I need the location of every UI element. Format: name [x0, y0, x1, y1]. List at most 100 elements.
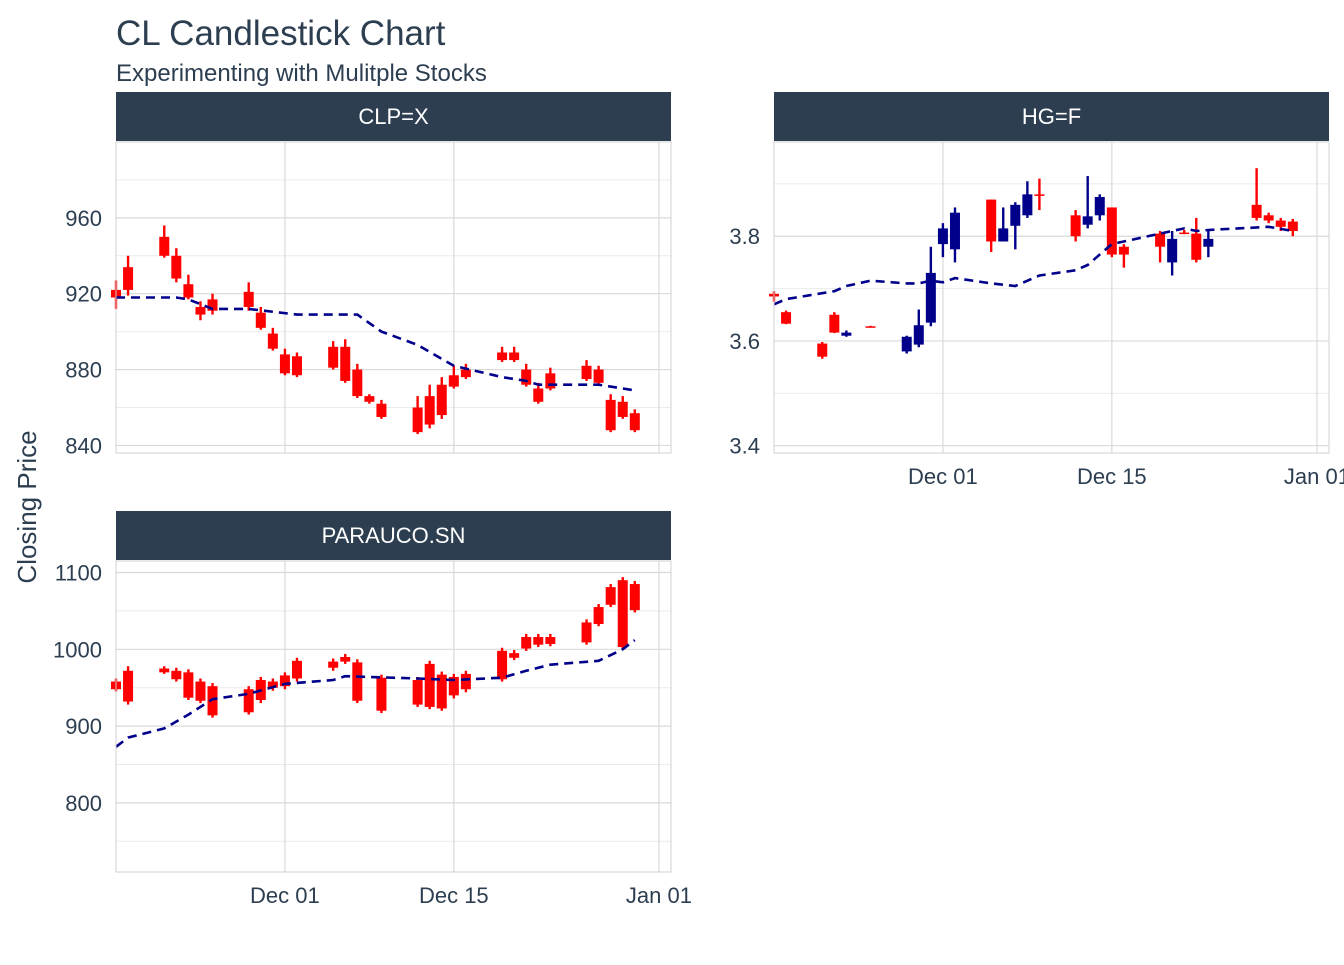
candle-body — [171, 255, 182, 279]
candle-body — [1191, 233, 1202, 260]
candlestick — [1155, 231, 1166, 263]
candle-body — [352, 662, 363, 701]
candle-body — [460, 673, 471, 690]
candle-body — [1275, 220, 1286, 227]
candle-body — [497, 352, 508, 361]
candlestick — [1022, 181, 1033, 218]
candlestick — [255, 306, 266, 330]
candlestick — [865, 325, 876, 328]
candle-body — [949, 212, 960, 250]
candlestick — [617, 396, 628, 419]
candlestick — [183, 669, 194, 700]
candle-body — [937, 228, 948, 245]
candle-body — [376, 403, 387, 417]
candlestick — [328, 658, 339, 671]
candle-body — [460, 369, 471, 378]
candlestick — [352, 659, 363, 704]
candlestick — [841, 330, 852, 337]
candle-body — [376, 677, 387, 711]
candle-body — [901, 336, 912, 352]
candle-body — [509, 653, 520, 658]
candle-body — [207, 686, 218, 716]
candle-body — [195, 681, 206, 701]
candlestick — [1167, 231, 1178, 276]
candle-body — [605, 587, 616, 605]
x-tick-label: Jan 01 — [1284, 464, 1344, 489]
candlestick — [781, 310, 792, 325]
candle-body — [1082, 216, 1093, 225]
y-tick-label: 3.6 — [729, 329, 760, 354]
candle-body — [424, 396, 435, 425]
candlestick — [376, 399, 387, 419]
y-tick-label: 900 — [65, 714, 102, 739]
candle-body — [340, 656, 351, 662]
candlestick — [545, 367, 556, 391]
candle-body — [207, 299, 218, 311]
candle-body — [509, 352, 520, 361]
candlestick — [593, 365, 604, 385]
candlestick — [509, 346, 520, 362]
candlestick — [913, 309, 924, 348]
candle-body — [781, 312, 792, 324]
candlestick — [937, 223, 948, 258]
candlestick — [436, 671, 447, 711]
candle-body — [171, 670, 182, 680]
candle-body — [424, 663, 435, 707]
candlestick — [424, 660, 435, 710]
candle-body — [1022, 194, 1033, 216]
candle-body — [1263, 215, 1274, 221]
y-tick-label: 800 — [65, 791, 102, 816]
y-axis-label: Closing Price — [12, 430, 42, 583]
candle-body — [1106, 207, 1117, 255]
candlestick — [1179, 229, 1190, 235]
candlestick — [949, 207, 960, 263]
candle-body — [1034, 194, 1045, 196]
candlestick — [1034, 178, 1045, 211]
candle-body — [581, 622, 592, 643]
candle-body — [521, 369, 532, 385]
candle-body — [629, 413, 640, 431]
candlestick — [328, 341, 339, 370]
candlestick — [593, 604, 604, 627]
candlestick — [436, 377, 447, 419]
candlestick — [1118, 244, 1129, 268]
candlestick — [533, 633, 544, 648]
y-tick-label: 1000 — [53, 637, 102, 662]
candlestick — [509, 650, 520, 661]
candlestick — [533, 382, 544, 404]
candle-body — [123, 267, 134, 290]
x-tick-label: Dec 15 — [419, 883, 489, 908]
panel-border — [115, 141, 672, 454]
candle-body — [998, 228, 1009, 242]
candle-body — [328, 346, 339, 368]
facet-strip — [116, 511, 671, 560]
candlestick — [352, 363, 363, 399]
candlestick — [1106, 207, 1117, 258]
candle-body — [533, 637, 544, 645]
moving-average-line — [773, 225, 1294, 306]
candle-body — [593, 607, 604, 624]
candle-body — [1167, 238, 1178, 263]
candle-body — [817, 343, 828, 357]
candlestick — [340, 339, 351, 383]
candle-body — [159, 236, 170, 256]
candlestick — [521, 633, 532, 651]
y-tick-label: 1100 — [55, 561, 102, 586]
y-tick-label: 880 — [65, 358, 102, 383]
candlestick — [267, 327, 278, 351]
candlestick — [243, 686, 254, 715]
candle-body — [841, 332, 852, 336]
candlestick — [412, 396, 423, 435]
candle-body — [1070, 215, 1081, 237]
candlestick — [291, 657, 302, 682]
y-tick-label: 920 — [65, 282, 102, 307]
candlestick — [267, 678, 278, 691]
candle-body — [279, 675, 290, 687]
candlestick — [998, 207, 1009, 242]
candlestick — [581, 619, 592, 645]
candlestick — [1094, 194, 1105, 221]
candlestick — [291, 352, 302, 378]
candle-body — [412, 407, 423, 433]
candlestick — [605, 394, 616, 433]
